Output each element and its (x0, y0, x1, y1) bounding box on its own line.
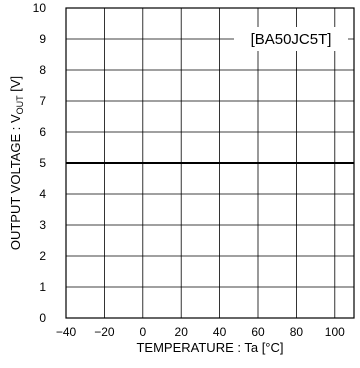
y-tick-label: 10 (33, 1, 47, 15)
plot-frame (65, 7, 355, 319)
y-tick-label: 5 (39, 156, 46, 170)
y-tick-label: 4 (39, 187, 46, 201)
y-tick-label: 9 (39, 32, 46, 46)
legend-box (234, 27, 348, 51)
x-tick-label: −40 (56, 325, 77, 339)
legend-label: [BA50JC5T] (251, 31, 332, 48)
y-tick-label: 8 (39, 63, 46, 77)
legend: [BA50JC5T] (234, 27, 348, 51)
y-tick-label: 3 (39, 218, 46, 232)
x-tick-label: 100 (325, 325, 345, 339)
y-tick-label: 0 (39, 311, 46, 325)
y-tick-label: 2 (39, 249, 46, 263)
x-tick-label: 60 (251, 325, 265, 339)
y-axis-label-suffix: [V] (8, 76, 23, 96)
x-tick-label: 80 (290, 325, 304, 339)
y-tick-labels: 0 1 2 3 4 5 6 7 8 9 10 (33, 1, 47, 325)
x-tick-label: 0 (139, 325, 146, 339)
y-tick-label: 6 (39, 125, 46, 139)
y-tick-label: 7 (39, 94, 46, 108)
x-axis-label: TEMPERATURE : Ta [°C] (136, 340, 283, 355)
y-axis-label-main: OUTPUT VOLTAGE : V (8, 114, 23, 250)
x-tick-labels: −40 −20 0 20 40 60 80 100 (56, 325, 345, 339)
y-axis-label-sub: OUT (15, 95, 25, 115)
x-tick-label: −20 (94, 325, 115, 339)
y-axis-label: OUTPUT VOLTAGE : VOUT [V] (8, 76, 25, 250)
x-tick-label: 20 (175, 325, 189, 339)
y-tick-label: 1 (39, 280, 46, 294)
x-tick-label: 40 (213, 325, 227, 339)
